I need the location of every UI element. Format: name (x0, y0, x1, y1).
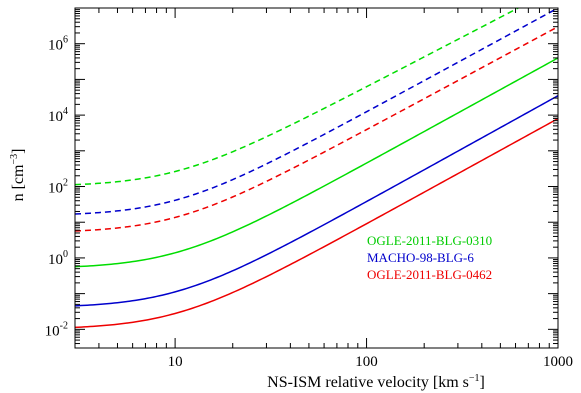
axis-ticks (74, 7, 559, 349)
y-tick-label: 106 (48, 35, 68, 54)
y-tick-label: 100 (48, 249, 68, 268)
x-axis-title: NS-ISM relative velocity [km s−1] (267, 373, 485, 391)
tick-labels: 10 100 1000 10-2 100 102 104 106 (45, 35, 573, 370)
legend-entry-ogle-2011-blg-0462: OGLE-2011-BLG-0462 (367, 267, 492, 282)
x-tick-label: 100 (355, 354, 378, 370)
y-tick-label: 10-2 (45, 320, 68, 339)
y-tick-label: 104 (48, 106, 68, 125)
legend: OGLE-2011-BLG-0310 MACHO-98-BLG-6 OGLE-2… (367, 233, 492, 282)
series-2-dashed-line (75, 26, 558, 232)
y-axis-title: n [cm−3] (9, 149, 27, 202)
plot-frame (74, 7, 559, 349)
legend-entry-ogle-2011-blg-0310: OGLE-2011-BLG-0310 (367, 233, 492, 248)
x-tick-label: 10 (168, 354, 183, 370)
series-0-dashed-line (75, 8, 519, 186)
series-1-dashed-line (75, 8, 558, 215)
series-0-solid-line (75, 57, 558, 268)
series-2-solid-line (75, 117, 558, 329)
plot-curves (75, 8, 558, 329)
legend-entry-macho-98-blg-6: MACHO-98-BLG-6 (367, 250, 474, 265)
y-tick-label: 102 (48, 178, 68, 197)
series-1-solid-line (75, 95, 558, 307)
x-tick-label: 1000 (543, 354, 573, 370)
